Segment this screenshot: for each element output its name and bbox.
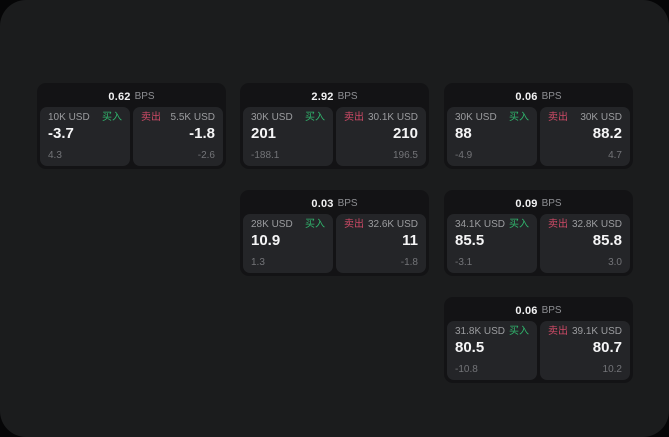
buy-tile[interactable]: 10K USD 买入 -3.7 4.3 bbox=[40, 107, 130, 166]
sell-sub-value: 196.5 bbox=[392, 150, 418, 161]
buy-amount: 34.1K USD bbox=[455, 219, 506, 230]
buy-label: 买入 bbox=[102, 112, 122, 123]
quote-card-4[interactable]: 0.03 BPS 28K USD 买入 10.9 1.3 卖出 32.6K US… bbox=[240, 190, 429, 276]
sell-label: 卖出 bbox=[344, 219, 364, 230]
bps-value: 0.03 bbox=[311, 197, 334, 210]
sell-amount: 30.1K USD bbox=[367, 112, 418, 123]
quote-card-2[interactable]: 2.92 BPS 30K USD 买入 201 -188.1 卖出 30.1K … bbox=[240, 83, 429, 169]
buy-amount: 30K USD bbox=[251, 112, 293, 123]
card-header: 0.06 BPS bbox=[447, 300, 630, 321]
quote-tiles: 28K USD 买入 10.9 1.3 卖出 32.6K USD 11 -1.8 bbox=[243, 214, 426, 273]
buy-sub-value: -10.8 bbox=[455, 364, 478, 375]
card-header: 0.06 BPS bbox=[447, 86, 630, 107]
quote-tiles: 30K USD 买入 88 -4.9 卖出 30K USD 88.2 4.7 bbox=[447, 107, 630, 166]
buy-tile[interactable]: 30K USD 买入 88 -4.9 bbox=[447, 107, 537, 166]
sell-price: 80.7 bbox=[592, 339, 622, 356]
bps-value: 0.09 bbox=[515, 197, 538, 210]
card-header: 0.09 BPS bbox=[447, 193, 630, 214]
quote-card-1[interactable]: 0.62 BPS 10K USD 买入 -3.7 4.3 卖出 5.5K USD… bbox=[37, 83, 226, 169]
sell-label: 卖出 bbox=[548, 112, 568, 123]
buy-label: 买入 bbox=[509, 326, 529, 337]
bps-unit: BPS bbox=[337, 198, 358, 209]
bps-unit: BPS bbox=[541, 305, 562, 316]
buy-amount: 30K USD bbox=[455, 112, 497, 123]
sell-sub-value: -1.8 bbox=[400, 257, 418, 268]
buy-amount: 10K USD bbox=[48, 112, 90, 123]
bps-unit: BPS bbox=[134, 91, 155, 102]
sell-price: 210 bbox=[392, 125, 418, 142]
quote-tiles: 31.8K USD 买入 80.5 -10.8 卖出 39.1K USD 80.… bbox=[447, 321, 630, 380]
buy-amount: 28K USD bbox=[251, 219, 293, 230]
sell-price: 11 bbox=[402, 232, 418, 249]
sell-price: -1.8 bbox=[189, 125, 215, 142]
sell-amount: 39.1K USD bbox=[571, 326, 622, 337]
buy-sub-value: -188.1 bbox=[251, 150, 280, 161]
card-header: 0.03 BPS bbox=[243, 193, 426, 214]
bps-value: 0.06 bbox=[515, 90, 538, 103]
quote-card-3[interactable]: 0.06 BPS 30K USD 买入 88 -4.9 卖出 30K USD 8… bbox=[444, 83, 633, 169]
sell-price: 88.2 bbox=[592, 125, 622, 142]
sell-tile[interactable]: 卖出 30.1K USD 210 196.5 bbox=[336, 107, 426, 166]
bps-unit: BPS bbox=[541, 91, 562, 102]
quote-tiles: 10K USD 买入 -3.7 4.3 卖出 5.5K USD -1.8 -2.… bbox=[40, 107, 223, 166]
card-header: 0.62 BPS bbox=[40, 86, 223, 107]
bps-value: 2.92 bbox=[311, 90, 334, 103]
sell-amount: 32.6K USD bbox=[367, 219, 418, 230]
quote-tiles: 30K USD 买入 201 -188.1 卖出 30.1K USD 210 1… bbox=[243, 107, 426, 166]
quote-tiles: 34.1K USD 买入 85.5 -3.1 卖出 32.8K USD 85.8… bbox=[447, 214, 630, 273]
sell-sub-value: 3.0 bbox=[608, 257, 622, 268]
sell-tile[interactable]: 卖出 39.1K USD 80.7 10.2 bbox=[540, 321, 630, 380]
sell-label: 卖出 bbox=[141, 112, 161, 123]
sell-tile[interactable]: 卖出 32.6K USD 11 -1.8 bbox=[336, 214, 426, 273]
buy-tile[interactable]: 31.8K USD 买入 80.5 -10.8 bbox=[447, 321, 537, 380]
buy-tile[interactable]: 28K USD 买入 10.9 1.3 bbox=[243, 214, 333, 273]
sell-label: 卖出 bbox=[344, 112, 364, 123]
sell-tile[interactable]: 卖出 32.8K USD 85.8 3.0 bbox=[540, 214, 630, 273]
buy-amount: 31.8K USD bbox=[455, 326, 506, 337]
sell-amount: 30K USD bbox=[580, 112, 622, 123]
sell-sub-value: 10.2 bbox=[602, 364, 622, 375]
buy-label: 买入 bbox=[305, 112, 325, 123]
buy-label: 买入 bbox=[509, 219, 529, 230]
sell-sub-value: -2.6 bbox=[197, 150, 215, 161]
buy-price: 10.9 bbox=[251, 232, 281, 249]
sell-label: 卖出 bbox=[548, 326, 568, 337]
buy-price: 85.5 bbox=[455, 232, 485, 249]
sell-amount: 5.5K USD bbox=[170, 112, 215, 123]
sell-tile[interactable]: 卖出 30K USD 88.2 4.7 bbox=[540, 107, 630, 166]
buy-price: 80.5 bbox=[455, 339, 485, 356]
sell-tile[interactable]: 卖出 5.5K USD -1.8 -2.6 bbox=[133, 107, 223, 166]
buy-sub-value: -4.9 bbox=[455, 150, 473, 161]
card-header: 2.92 BPS bbox=[243, 86, 426, 107]
bps-value: 0.06 bbox=[515, 304, 538, 317]
bps-unit: BPS bbox=[541, 198, 562, 209]
bps-value: 0.62 bbox=[108, 90, 131, 103]
sell-label: 卖出 bbox=[548, 219, 568, 230]
buy-tile[interactable]: 34.1K USD 买入 85.5 -3.1 bbox=[447, 214, 537, 273]
buy-sub-value: 1.3 bbox=[251, 257, 265, 268]
buy-sub-value: 4.3 bbox=[48, 150, 62, 161]
sell-amount: 32.8K USD bbox=[571, 219, 622, 230]
buy-sub-value: -3.1 bbox=[455, 257, 473, 268]
buy-tile[interactable]: 30K USD 买入 201 -188.1 bbox=[243, 107, 333, 166]
buy-price: -3.7 bbox=[48, 125, 74, 142]
quote-card-6[interactable]: 0.06 BPS 31.8K USD 买入 80.5 -10.8 卖出 39.1… bbox=[444, 297, 633, 383]
buy-label: 买入 bbox=[305, 219, 325, 230]
sell-sub-value: 4.7 bbox=[608, 150, 622, 161]
bps-unit: BPS bbox=[337, 91, 358, 102]
buy-price: 88 bbox=[455, 125, 472, 142]
buy-label: 买入 bbox=[509, 112, 529, 123]
sell-price: 85.8 bbox=[592, 232, 622, 249]
quote-card-5[interactable]: 0.09 BPS 34.1K USD 买入 85.5 -3.1 卖出 32.8K… bbox=[444, 190, 633, 276]
buy-price: 201 bbox=[251, 125, 277, 142]
